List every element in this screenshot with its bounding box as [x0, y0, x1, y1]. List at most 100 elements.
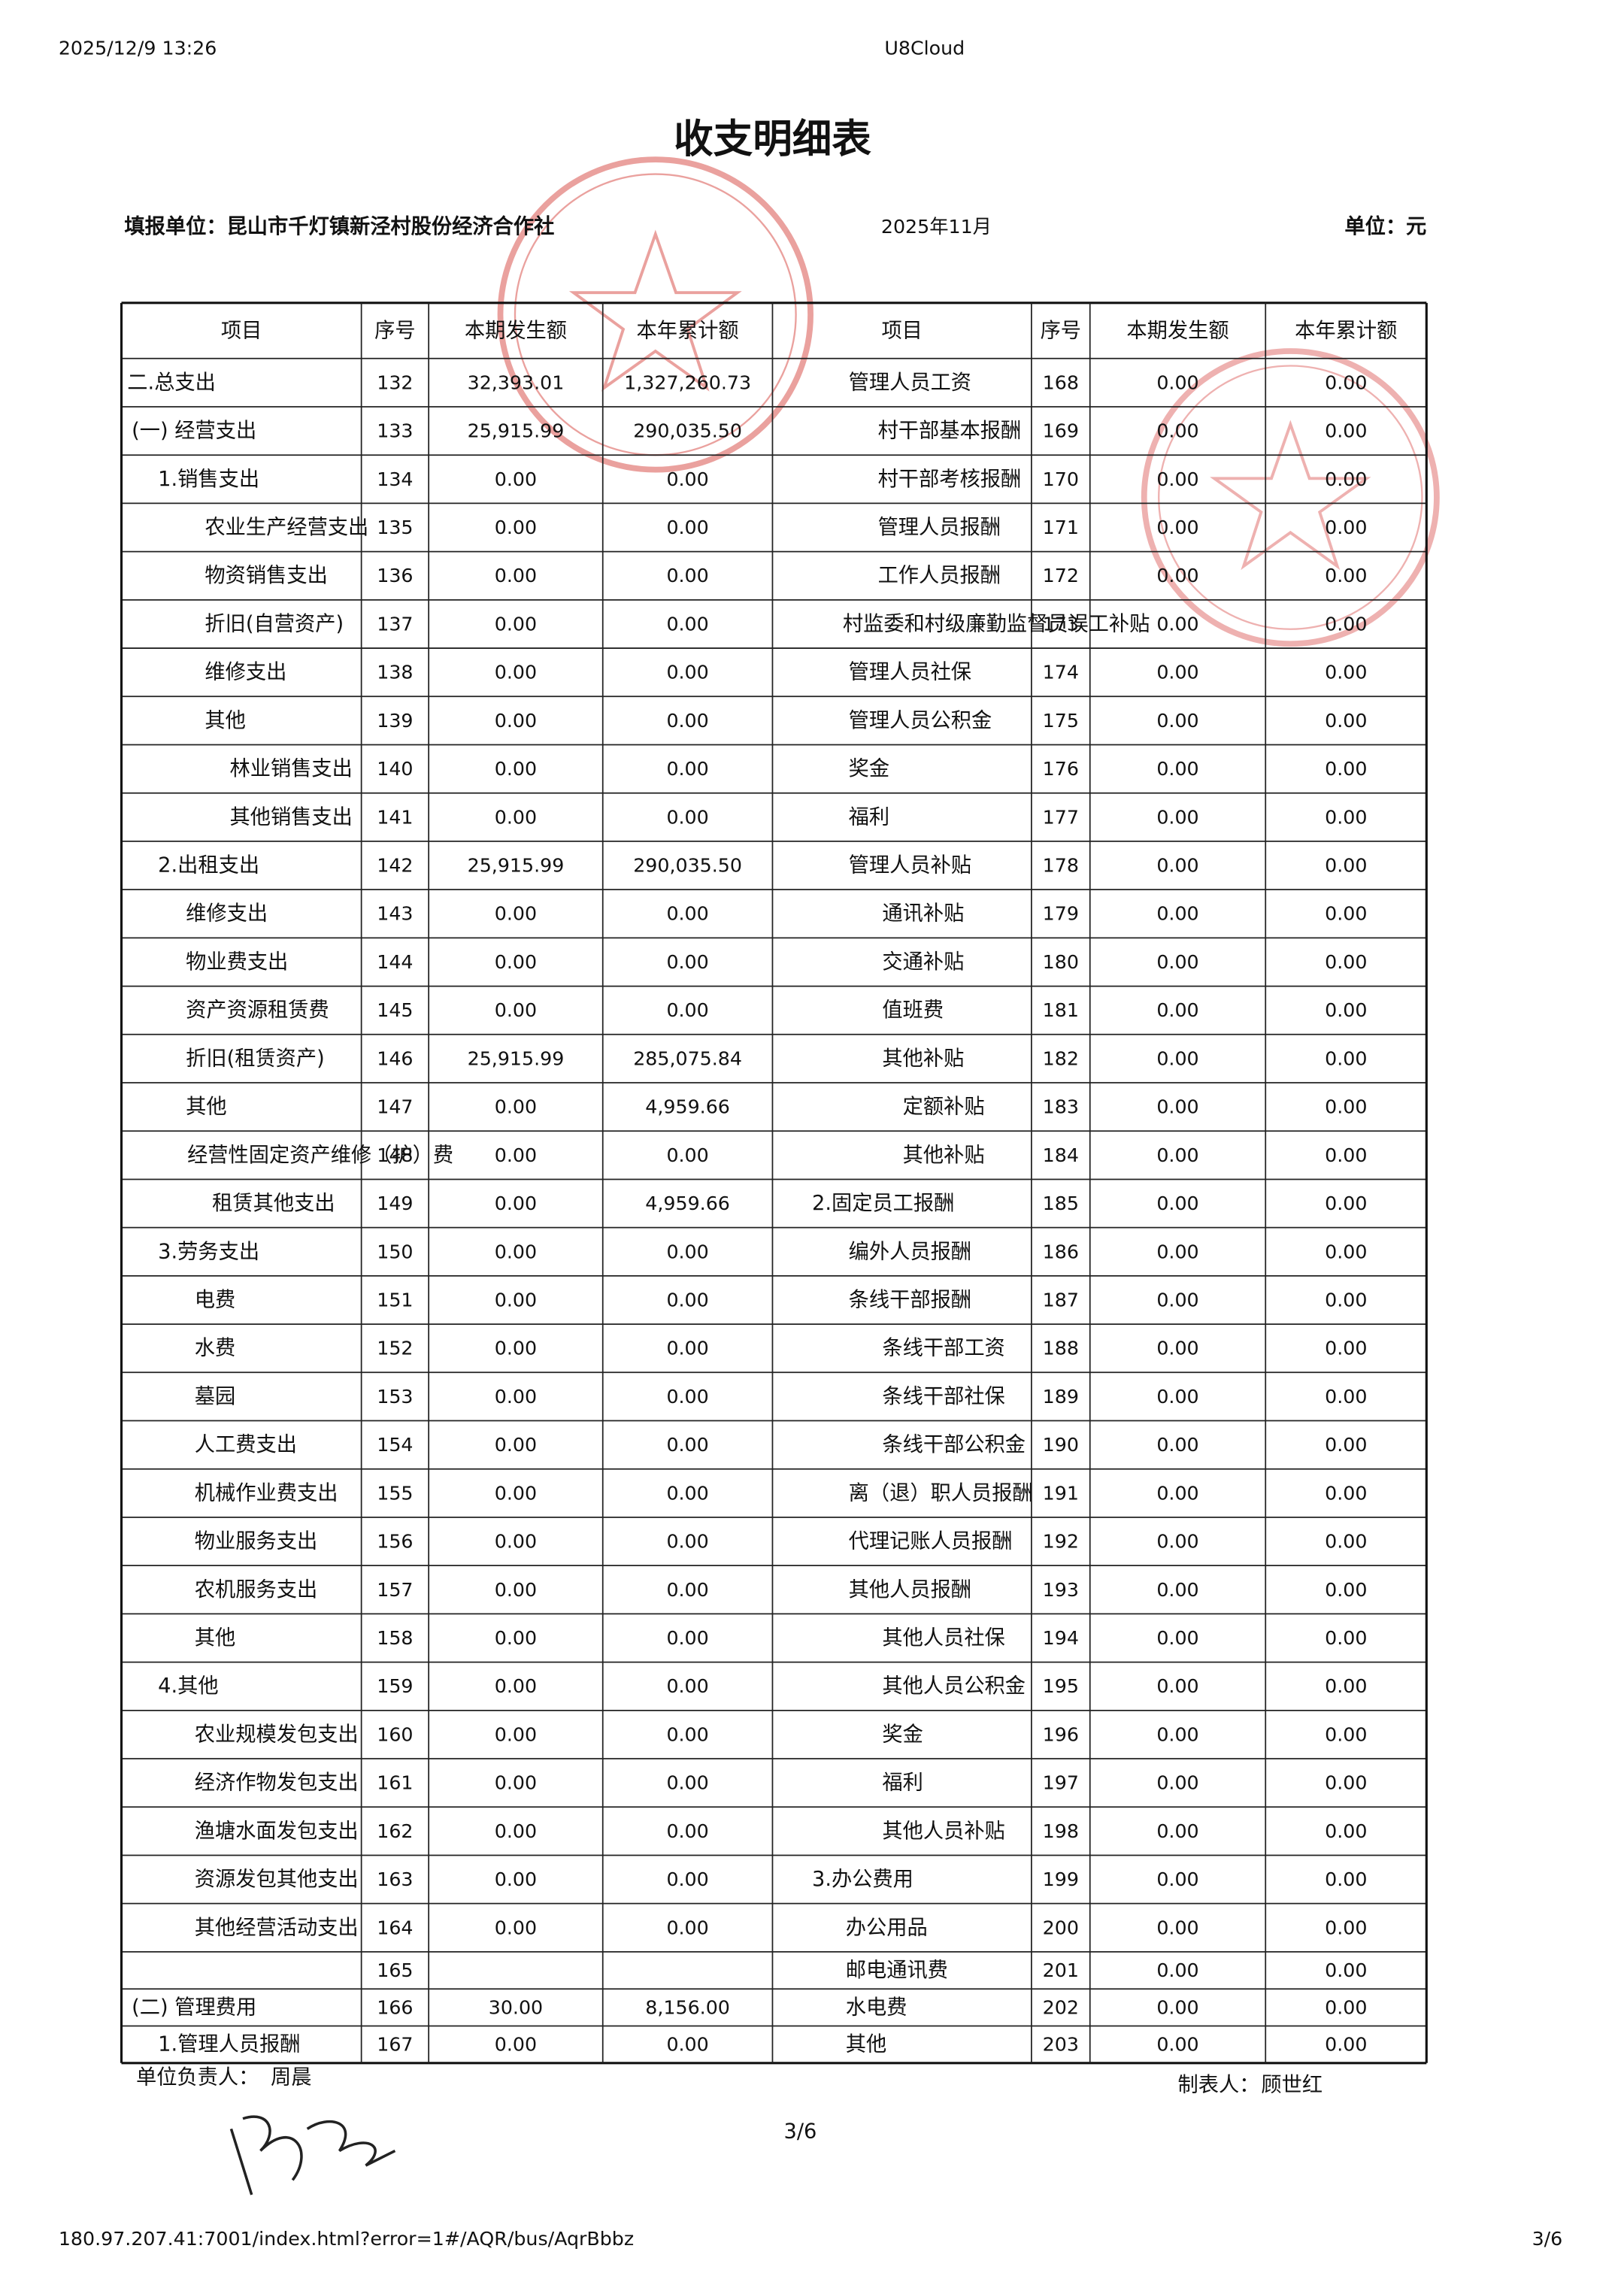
- amount: 0.00: [666, 613, 708, 635]
- amount: 0.00: [1156, 517, 1198, 538]
- amount: 0.00: [495, 2034, 537, 2056]
- amount: 0.00: [1325, 1820, 1367, 1842]
- row-number: 203: [1043, 2034, 1079, 2056]
- amount: 0.00: [495, 999, 537, 1021]
- amount: 0.00: [1156, 951, 1198, 973]
- amount: 0.00: [1325, 1338, 1367, 1359]
- row-number: 161: [377, 1772, 413, 1794]
- amount: 0.00: [1325, 999, 1367, 1021]
- row-number: 169: [1043, 420, 1079, 442]
- row-number: 160: [377, 1723, 413, 1745]
- item-name: (一) 经营支出: [132, 420, 256, 443]
- item-name: 其他销售支出: [230, 805, 353, 829]
- item-name: 通讯补贴: [882, 902, 964, 926]
- amount: 0.00: [495, 1289, 537, 1311]
- item-name: 村干部考核报酬: [878, 468, 1022, 491]
- row-number: 164: [377, 1917, 413, 1938]
- amount: 0.00: [666, 1820, 708, 1842]
- item-name: 其他: [205, 709, 245, 732]
- row-number: 141: [377, 806, 413, 828]
- row-number: 150: [377, 1241, 413, 1262]
- row-number: 188: [1043, 1338, 1079, 1359]
- amount: 0.00: [495, 710, 537, 732]
- item-name: 其他: [186, 1096, 226, 1119]
- amount: 0.00: [666, 1627, 708, 1649]
- amount: 0.00: [666, 517, 708, 538]
- item-name: 维修支出: [186, 902, 268, 926]
- amount: 0.00: [1325, 1144, 1367, 1166]
- url: 180.97.207.41:7001/index.html?error=1#/A…: [59, 2228, 634, 2250]
- item-name: 其他人员公积金: [882, 1674, 1026, 1698]
- item-name: 2.出租支出: [158, 854, 259, 877]
- item-name: 奖金: [849, 757, 889, 780]
- amount: 0.00: [1156, 1289, 1198, 1311]
- item-name: 维修支出: [205, 661, 286, 684]
- item-name: 管理人员工资: [849, 371, 971, 394]
- row-number: 199: [1043, 1868, 1079, 1890]
- amount: 0.00: [1325, 371, 1367, 393]
- column-header: 序号: [374, 319, 415, 342]
- amount: 0.00: [1156, 903, 1198, 925]
- row-number: 139: [377, 710, 413, 732]
- amount: 0.00: [1156, 1627, 1198, 1649]
- amount: 0.00: [495, 1338, 537, 1359]
- amount: 0.00: [495, 1434, 537, 1456]
- amount: 0.00: [666, 1868, 708, 1890]
- amount: 0.00: [495, 468, 537, 490]
- item-name: 4.其他: [158, 1674, 218, 1698]
- amount: 0.00: [1325, 1627, 1367, 1649]
- amount: 0.00: [1325, 1047, 1367, 1069]
- amount: 0.00: [1156, 1386, 1198, 1408]
- amount: 0.00: [495, 565, 537, 586]
- item-name: 编外人员报酬: [849, 1240, 971, 1263]
- item-name: 福利: [849, 805, 889, 829]
- row-number: 142: [377, 855, 413, 877]
- item-name: 条线干部工资: [882, 1337, 1004, 1360]
- item-name: 资产资源租赁费: [186, 999, 329, 1022]
- item-name: 3.办公费用: [812, 1868, 914, 1891]
- item-name: 代理记账人员报酬: [849, 1530, 1013, 1553]
- amount: 30.00: [489, 1996, 543, 2018]
- row-number: 193: [1043, 1579, 1079, 1601]
- item-name: 机械作业费支出: [195, 1481, 338, 1505]
- amount: 0.00: [1325, 1193, 1367, 1214]
- row-number: 162: [377, 1820, 413, 1842]
- item-name: 水费: [195, 1337, 235, 1360]
- amount: 0.00: [1325, 468, 1367, 490]
- item-name: 其他人员补贴: [882, 1820, 1004, 1843]
- item-name: 1.销售支出: [158, 468, 259, 491]
- amount: 0.00: [1156, 855, 1198, 877]
- amount: 0.00: [1156, 371, 1198, 393]
- row-number: 196: [1043, 1723, 1079, 1745]
- amount: 285,075.84: [633, 1047, 742, 1069]
- row-number: 137: [377, 613, 413, 635]
- stamp: [1141, 348, 1440, 647]
- item-name: 物业费支出: [186, 950, 288, 974]
- amount: 32,393.01: [468, 371, 565, 393]
- row-number: 197: [1043, 1772, 1079, 1794]
- row-number: 202: [1043, 1996, 1079, 2018]
- amount: 0.00: [1325, 420, 1367, 442]
- item-name: 租赁其他支出: [212, 1192, 335, 1215]
- amount: 0.00: [666, 806, 708, 828]
- item-name: 值班费: [882, 999, 944, 1022]
- row-number: 179: [1043, 903, 1079, 925]
- row-number: 178: [1043, 855, 1079, 877]
- amount: 0.00: [1325, 855, 1367, 877]
- amount: 0.00: [1156, 565, 1198, 586]
- amount: 0.00: [666, 1338, 708, 1359]
- amount: 0.00: [1325, 1289, 1367, 1311]
- amount: 0.00: [1325, 662, 1367, 683]
- row-number: 185: [1043, 1193, 1079, 1214]
- amount: 0.00: [1325, 1579, 1367, 1601]
- amount: 0.00: [1325, 1723, 1367, 1745]
- row-number: 194: [1043, 1627, 1079, 1649]
- amount: 0.00: [1156, 1579, 1198, 1601]
- amount: 0.00: [495, 758, 537, 780]
- amount: 0.00: [1156, 2034, 1198, 2056]
- timestamp: 2025/12/9 13:26: [59, 38, 217, 59]
- amount: 0.00: [495, 517, 537, 538]
- row-number: 156: [377, 1531, 413, 1553]
- item-name: 3.劳务支出: [158, 1240, 259, 1263]
